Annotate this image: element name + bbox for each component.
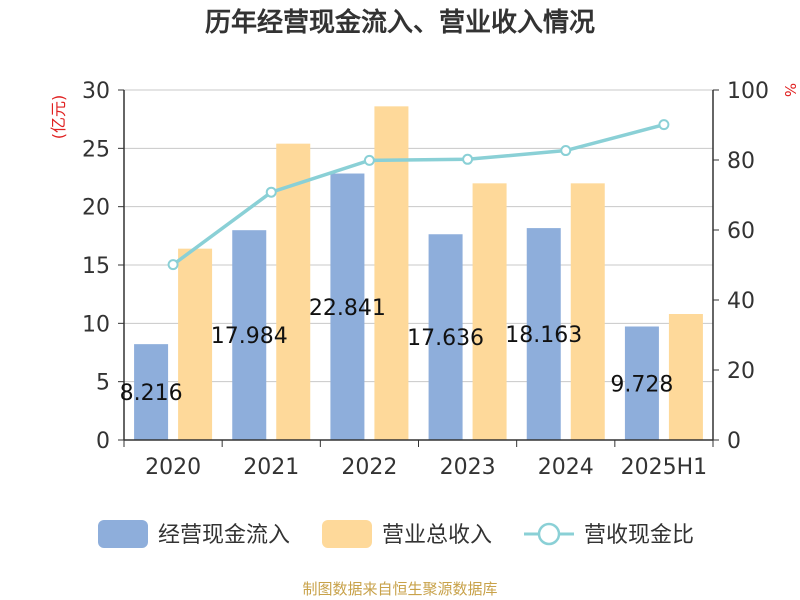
x-tick-label: 2024: [538, 455, 594, 480]
bar-cash-inflow: [134, 344, 169, 440]
y-right-tick-label: 20: [727, 359, 755, 384]
x-tick-label: 2021: [243, 455, 299, 480]
legend-swatch-cash-inflow: [98, 520, 148, 548]
legend-label-ratio: 营收现金比: [584, 523, 694, 548]
bar-revenue: [570, 183, 605, 441]
bar-cash-inflow: [526, 228, 561, 440]
bar-data-label: 17.636: [407, 326, 484, 351]
x-tick-label: 2025H1: [621, 455, 708, 480]
x-tick-label: 2020: [145, 455, 201, 480]
y-left-tick-label: 15: [82, 254, 110, 279]
bar-data-label: 17.984: [211, 324, 288, 349]
bar-revenue: [178, 248, 213, 440]
y-left-tick-label: 10: [82, 312, 110, 337]
bar-revenue: [374, 106, 409, 440]
bar-cash-inflow: [428, 234, 463, 440]
legend-swatch-revenue: [322, 520, 372, 548]
line-point: [462, 153, 474, 165]
y-left-tick-label: 0: [96, 429, 110, 454]
y-left-tick-label: 5: [96, 371, 110, 396]
line-cash-revenue-ratio: [172, 122, 665, 267]
y-left-tick-label: 30: [82, 79, 110, 104]
y-right-tick-label: 80: [727, 149, 755, 174]
bar-data-label: 9.728: [610, 372, 673, 397]
bar-data-label: 18.163: [505, 323, 582, 348]
legend-marker-ratio: [537, 522, 561, 546]
chart-title: 历年经营现金流入、营业收入情况: [204, 8, 595, 38]
bar-data-label: 8.216: [120, 381, 183, 406]
line-point: [167, 259, 179, 271]
line-point: [363, 154, 375, 166]
bar-revenue: [472, 183, 507, 441]
y-left-tick-label: 25: [82, 137, 110, 162]
y-right-axis-title: %: [781, 83, 799, 97]
line-point: [560, 145, 572, 157]
legend-label-revenue: 营业总收入: [382, 523, 492, 548]
bar-cash-inflow: [624, 326, 659, 440]
line-point: [265, 186, 277, 198]
bar-revenue: [668, 314, 703, 440]
bar-cash-inflow: [330, 173, 365, 440]
bar-cash-inflow: [232, 230, 267, 440]
y-right-tick-label: 100: [727, 79, 769, 104]
bar-data-label: 22.841: [309, 296, 386, 321]
x-tick-label: 2023: [440, 455, 496, 480]
y-left-axis-title: (亿元): [49, 95, 68, 140]
y-right-tick-label: 0: [727, 429, 741, 454]
y-right-tick-label: 60: [727, 219, 755, 244]
source-note: 制图数据来自恒生聚源数据库: [302, 580, 498, 598]
y-left-tick-label: 20: [82, 196, 110, 221]
x-tick-label: 2022: [341, 455, 397, 480]
bar-revenue: [276, 143, 311, 440]
legend-label-cash-inflow: 经营现金流入: [158, 523, 290, 548]
y-right-tick-label: 40: [727, 289, 755, 314]
line-point: [658, 119, 670, 131]
